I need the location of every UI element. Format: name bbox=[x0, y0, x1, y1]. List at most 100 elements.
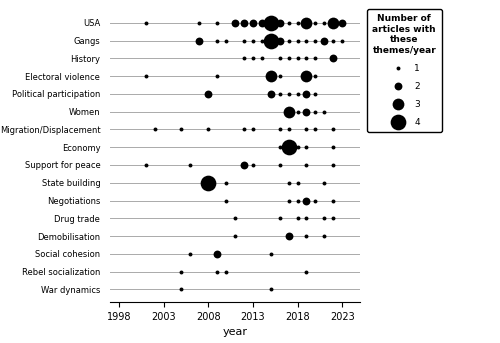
Point bbox=[302, 109, 310, 114]
Point bbox=[320, 233, 328, 239]
Point bbox=[294, 56, 302, 61]
Point bbox=[294, 198, 302, 203]
Point bbox=[276, 73, 283, 79]
Point bbox=[338, 38, 346, 43]
Point bbox=[294, 38, 302, 43]
Point bbox=[249, 38, 257, 43]
Point bbox=[266, 251, 274, 257]
Point bbox=[329, 38, 337, 43]
Point bbox=[302, 73, 310, 79]
Point bbox=[222, 38, 230, 43]
Point bbox=[266, 20, 274, 25]
Point bbox=[258, 20, 266, 25]
Point bbox=[204, 127, 212, 132]
Point bbox=[258, 56, 266, 61]
Point bbox=[178, 287, 186, 292]
Point bbox=[302, 56, 310, 61]
Point bbox=[276, 56, 283, 61]
Point bbox=[249, 127, 257, 132]
Point bbox=[329, 127, 337, 132]
Point bbox=[312, 38, 320, 43]
Point bbox=[302, 144, 310, 150]
Point bbox=[213, 269, 221, 274]
Point bbox=[284, 56, 292, 61]
Point bbox=[142, 162, 150, 168]
Point bbox=[312, 91, 320, 97]
Point bbox=[294, 215, 302, 221]
Point bbox=[186, 162, 194, 168]
Point bbox=[240, 127, 248, 132]
Point bbox=[276, 91, 283, 97]
Point bbox=[284, 233, 292, 239]
Point bbox=[276, 38, 283, 43]
Point bbox=[231, 20, 239, 25]
Point bbox=[150, 127, 158, 132]
Point bbox=[294, 91, 302, 97]
Point bbox=[320, 180, 328, 186]
Point bbox=[196, 20, 203, 25]
Point bbox=[294, 20, 302, 25]
Point bbox=[329, 20, 337, 25]
Point bbox=[258, 38, 266, 43]
Point bbox=[294, 180, 302, 186]
Point bbox=[213, 73, 221, 79]
Point bbox=[142, 73, 150, 79]
Point bbox=[231, 215, 239, 221]
Point bbox=[294, 109, 302, 114]
Point bbox=[266, 73, 274, 79]
Point bbox=[284, 20, 292, 25]
Point bbox=[312, 73, 320, 79]
Point bbox=[284, 91, 292, 97]
Point bbox=[329, 162, 337, 168]
Point bbox=[338, 20, 346, 25]
Point bbox=[302, 91, 310, 97]
Point bbox=[312, 56, 320, 61]
Point bbox=[178, 269, 186, 274]
Point bbox=[312, 127, 320, 132]
Point bbox=[266, 287, 274, 292]
Point bbox=[329, 56, 337, 61]
Point bbox=[302, 198, 310, 203]
Point bbox=[142, 20, 150, 25]
Point bbox=[204, 180, 212, 186]
Point bbox=[302, 269, 310, 274]
Point bbox=[276, 20, 283, 25]
Point bbox=[329, 215, 337, 221]
Point bbox=[249, 20, 257, 25]
Point bbox=[284, 198, 292, 203]
Point bbox=[329, 144, 337, 150]
Point bbox=[320, 215, 328, 221]
Point bbox=[312, 20, 320, 25]
Point bbox=[284, 127, 292, 132]
Point bbox=[284, 144, 292, 150]
X-axis label: year: year bbox=[222, 327, 248, 337]
Point bbox=[240, 162, 248, 168]
Point bbox=[302, 20, 310, 25]
Point bbox=[312, 198, 320, 203]
Point bbox=[320, 38, 328, 43]
Point bbox=[240, 38, 248, 43]
Point bbox=[276, 215, 283, 221]
Point bbox=[231, 233, 239, 239]
Point bbox=[204, 91, 212, 97]
Point bbox=[302, 162, 310, 168]
Point bbox=[329, 198, 337, 203]
Point bbox=[302, 38, 310, 43]
Point bbox=[320, 20, 328, 25]
Point bbox=[302, 127, 310, 132]
Point bbox=[320, 109, 328, 114]
Point bbox=[302, 215, 310, 221]
Point bbox=[222, 198, 230, 203]
Point bbox=[302, 233, 310, 239]
Legend: 1, 2, 3, 4: 1, 2, 3, 4 bbox=[367, 9, 442, 132]
Point bbox=[240, 56, 248, 61]
Point bbox=[178, 127, 186, 132]
Point bbox=[276, 127, 283, 132]
Point bbox=[222, 269, 230, 274]
Point bbox=[294, 144, 302, 150]
Point bbox=[284, 180, 292, 186]
Point bbox=[222, 180, 230, 186]
Point bbox=[249, 162, 257, 168]
Point bbox=[276, 162, 283, 168]
Point bbox=[284, 38, 292, 43]
